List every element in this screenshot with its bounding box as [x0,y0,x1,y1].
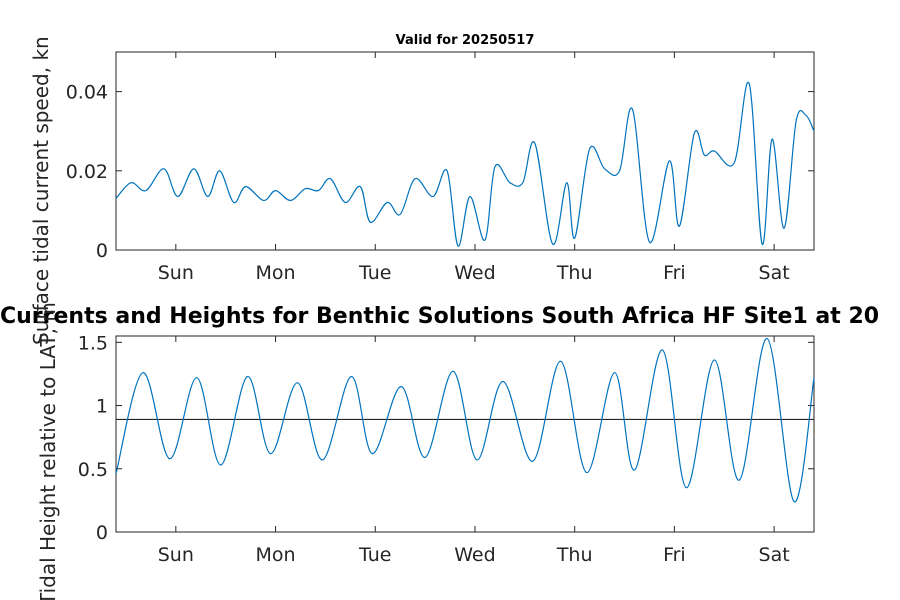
current-speed-x-tick-label: Tue [358,262,391,284]
current-speed-axes-box [115,51,815,251]
tidal-height-x-tick-label: Sat [759,544,790,566]
tidal-height-y-tick-label: 1 [96,396,108,418]
current-speed-x-tick-label: Thu [556,262,593,284]
current-speed-y-tick-label: 0 [96,240,108,262]
tidal-height-x-tick-label: Mon [256,544,296,566]
tidal-height-x-tick-label: Fri [663,544,686,566]
current-speed-y-tick-label: 0.04 [66,82,108,104]
tidal-height-y-tick-label: 0 [96,522,108,544]
tidal-height-x-tick-label: Sun [158,544,194,566]
top-chart-title: Valid for 20250517 [396,33,535,48]
tidal-height-panel: 0 0.5 1 1.5 Sun Mon Tue Wed Thu Fri Sat [78,332,815,566]
current-speed-x-ticks: Sun Mon Tue Wed Thu Fri Sat [158,52,790,284]
tidal-height-x-tick-label: Thu [556,544,593,566]
current-speed-y-tick-label: 0.02 [66,161,108,183]
tidal-height-y-tick-label: 0.5 [78,459,108,481]
current-speed-panel: Valid for 20250517 0 0.02 0.04 Sun Mon Tue We… [66,33,815,284]
current-speed-x-tick-label: Fri [663,262,686,284]
tidal-height-x-tick-label: Wed [454,544,495,566]
current-speed-x-tick-label: Sun [158,262,194,284]
tidal-height-y-tick-label: 1.5 [78,332,108,354]
current-speed-x-tick-label: Sat [759,262,790,284]
current-speed-y-ticks: 0 0.02 0.04 [66,82,814,262]
current-speed-y-axis-label: Surface tidal current speed, kn [29,36,53,345]
tidal-height-x-ticks: Sun Mon Tue Wed Thu Fri Sat [158,336,790,566]
tidal-height-axes-box [115,335,815,533]
current-speed-series-line [115,81,815,247]
main-figure-title: Currents and Heights for Benthic Solutio… [0,304,879,329]
tidal-height-x-tick-label: Tue [358,544,391,566]
current-speed-x-tick-label: Mon [256,262,296,284]
tidal-height-series-line [115,337,815,503]
current-speed-x-tick-label: Wed [454,262,495,284]
tidal-height-y-axis-label: Tidal Height relative to LAT, m [36,302,60,600]
tidal-height-y-ticks: 0 0.5 1 1.5 [78,332,814,544]
